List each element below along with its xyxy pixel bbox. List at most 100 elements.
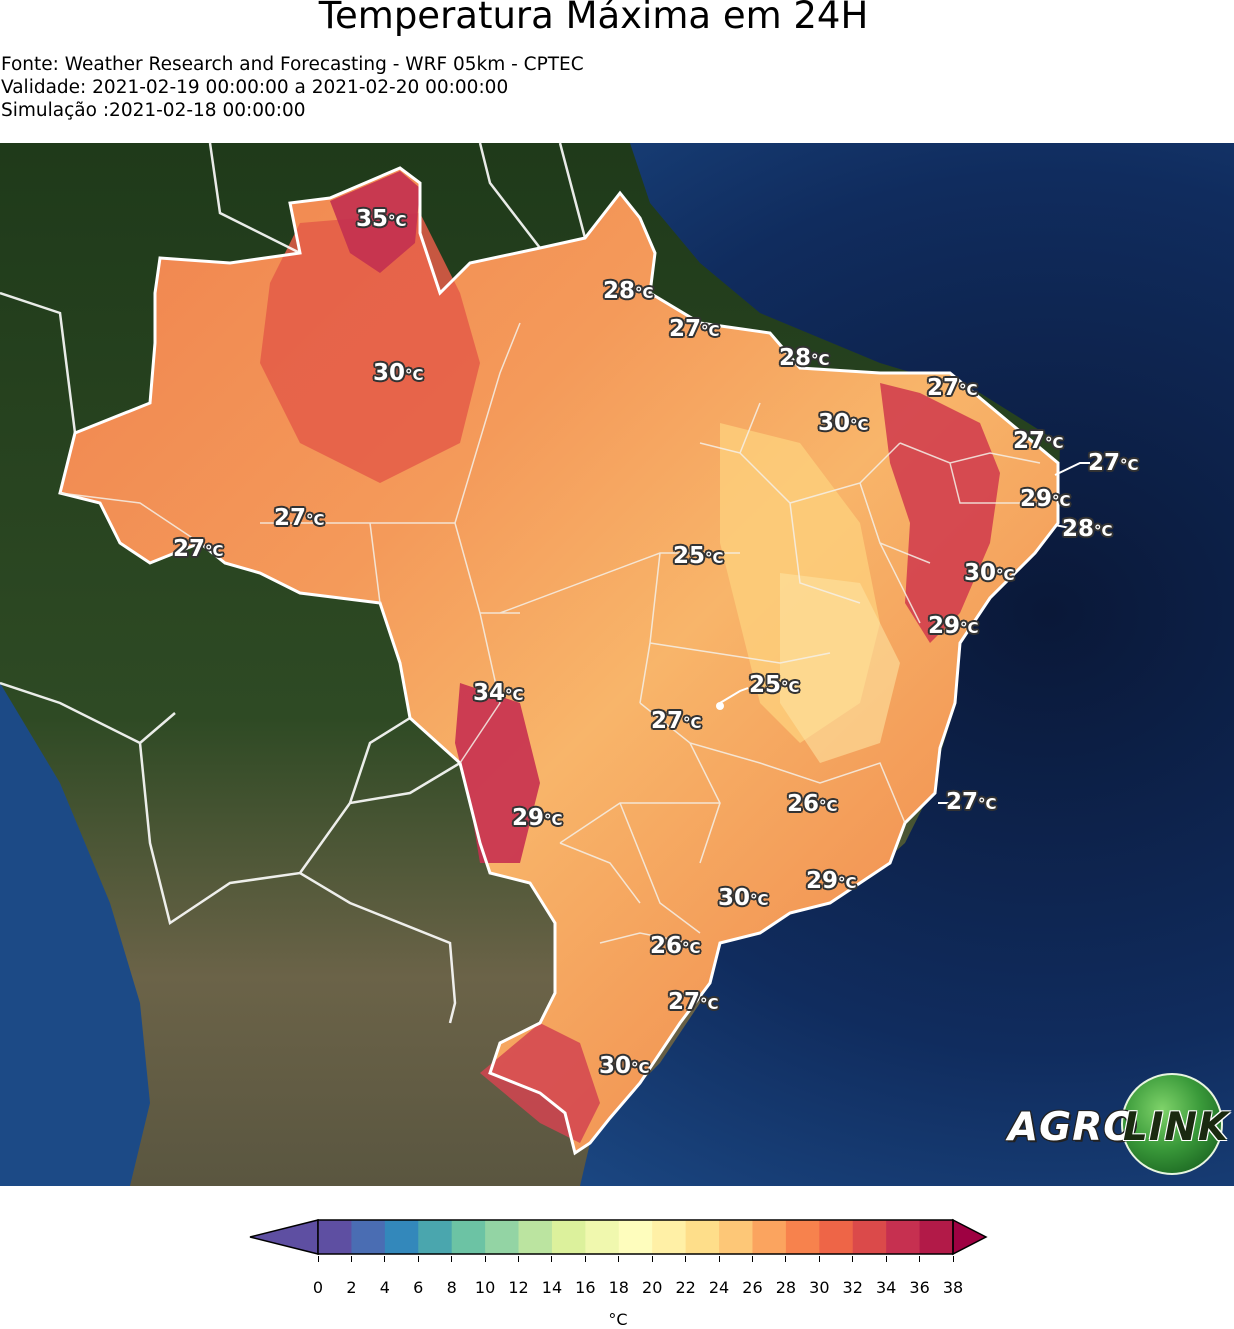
colorbar-segment — [518, 1220, 553, 1254]
temp-label: 29°C — [512, 805, 563, 831]
colorbar-tick-label: 0 — [312, 1278, 324, 1297]
temp-label: 28°C — [603, 278, 654, 304]
colorbar-segment — [618, 1220, 653, 1254]
hot-region-mato-grosso-sul — [455, 683, 540, 863]
temp-label: 28°C — [1062, 516, 1113, 542]
temp-label: 28°C — [779, 345, 830, 371]
temp-label: 26°C — [650, 933, 701, 959]
colorbar-over-arrow — [952, 1218, 988, 1256]
leader-lines — [719, 462, 1090, 804]
temp-label: 27°C — [669, 316, 720, 342]
colorbar-tick-mark — [685, 1256, 687, 1262]
colorbar-segment — [819, 1220, 854, 1254]
temp-label: 27°C — [946, 789, 997, 815]
colorbar-tick-label: 18 — [608, 1278, 629, 1297]
map-svg — [0, 143, 1234, 1186]
temp-label: 27°C — [173, 536, 224, 562]
colorbar-tick-mark — [785, 1256, 787, 1262]
logo-text-agro: AGRO — [1008, 1105, 1138, 1150]
colorbar — [249, 1218, 988, 1256]
temp-label: 30°C — [818, 410, 869, 436]
colorbar-tick-mark — [518, 1256, 520, 1262]
colorbar-tick-mark — [317, 1256, 319, 1262]
hot-region-north — [260, 213, 480, 483]
colorbar-tick-label: 22 — [675, 1278, 696, 1297]
temp-label: 29°C — [806, 868, 857, 894]
temp-label: 30°C — [964, 560, 1015, 586]
colorbar-tick-mark — [751, 1256, 753, 1262]
colorbar-segment — [652, 1220, 687, 1254]
colorbar-tick-label: 12 — [508, 1278, 529, 1297]
temp-label: 26°C — [787, 791, 838, 817]
colorbar-tick-mark — [718, 1256, 720, 1262]
colorbar-segment — [351, 1220, 386, 1254]
colorbar-segment — [551, 1220, 586, 1254]
hot-region-south — [480, 1023, 600, 1143]
colorbar-segment — [719, 1220, 753, 1254]
map-panel: 35°C 28°C 27°C 30°C 28°C 27°C 30°C 27°C … — [0, 143, 1234, 1186]
colorbar-tick-mark — [818, 1256, 820, 1262]
validity-text: Validade: 2021-02-19 00:00:00 a 2021-02-… — [1, 77, 509, 98]
colorbar-segment — [852, 1220, 887, 1254]
temp-label: 27°C — [668, 989, 719, 1015]
colorbar-tick-label: 6 — [413, 1278, 424, 1297]
agrolink-logo: AGRO LINK — [1003, 1073, 1228, 1177]
colorbar-segment — [585, 1220, 620, 1254]
colorbar-tick-label: 14 — [541, 1278, 563, 1297]
temp-label: 27°C — [274, 505, 325, 531]
temp-label: 30°C — [718, 885, 769, 911]
temp-label: 25°C — [749, 672, 800, 698]
colorbar-segment — [318, 1220, 352, 1254]
colorbar-tick-mark — [551, 1256, 553, 1262]
colorbar-segment — [485, 1220, 520, 1254]
simulation-text: Simulação :2021-02-18 00:00:00 — [1, 100, 306, 121]
colorbar-tick-mark — [384, 1256, 386, 1262]
cool-region-southeast — [780, 573, 900, 763]
temp-label: 30°C — [373, 360, 424, 386]
map-title: Temperatura Máxima em 24H — [318, 0, 869, 37]
colorbar-tick-label: 32 — [842, 1278, 863, 1297]
hot-region-northeast — [880, 383, 1000, 643]
neighbor-borders — [0, 143, 587, 1024]
colorbar-segment — [418, 1220, 453, 1254]
colorbar-tick-label: 36 — [909, 1278, 930, 1297]
colorbar-unit: °C — [608, 1310, 628, 1329]
temp-label: 27°C — [1088, 450, 1139, 476]
colorbar-tick-mark — [451, 1256, 453, 1262]
colorbar-tick-label: 26 — [742, 1278, 763, 1297]
colorbar-segment — [886, 1220, 921, 1254]
colorbar-segment — [384, 1220, 419, 1254]
colorbar-under-arrow — [249, 1219, 319, 1255]
colorbar-segment — [919, 1220, 954, 1254]
temp-label: 27°C — [651, 708, 702, 734]
hot-region-roraima — [330, 171, 420, 273]
brasilia-marker — [716, 702, 724, 710]
colorbar-tick-label: 4 — [379, 1278, 390, 1297]
colorbar-tick-label: 34 — [875, 1278, 897, 1297]
colorbar-segment — [685, 1220, 720, 1254]
colorbar-tick-mark — [919, 1256, 921, 1262]
temp-label: 35°C — [356, 206, 407, 232]
colorbar-tick-label: 30 — [809, 1278, 830, 1297]
colorbar-frame — [317, 1219, 954, 1255]
temp-label: 25°C — [673, 543, 724, 569]
colorbar-tick-mark — [952, 1256, 954, 1262]
temp-label: 27°C — [1013, 428, 1064, 454]
colorbar-tick-label: 24 — [708, 1278, 730, 1297]
colorbar-tick-mark — [584, 1256, 586, 1262]
colorbar-tick-mark — [484, 1256, 486, 1262]
colorbar-tick-mark — [885, 1256, 887, 1262]
colorbar-segment — [785, 1220, 820, 1254]
colorbar-tick-label: 28 — [775, 1278, 797, 1297]
colorbar-tick-label: 8 — [446, 1278, 457, 1297]
temp-label: 29°C — [1020, 486, 1071, 512]
state-borders — [59, 322, 1050, 944]
temp-label: 27°C — [927, 375, 978, 401]
colorbar-tick-mark — [651, 1256, 653, 1262]
source-text: Fonte: Weather Research and Forecasting … — [1, 54, 584, 75]
brazil-border — [58, 166, 1060, 1156]
colorbar-tick-mark — [852, 1256, 854, 1262]
temp-label: 29°C — [928, 613, 979, 639]
logo-circle — [1121, 1073, 1223, 1175]
temp-label: 30°C — [599, 1053, 650, 1079]
